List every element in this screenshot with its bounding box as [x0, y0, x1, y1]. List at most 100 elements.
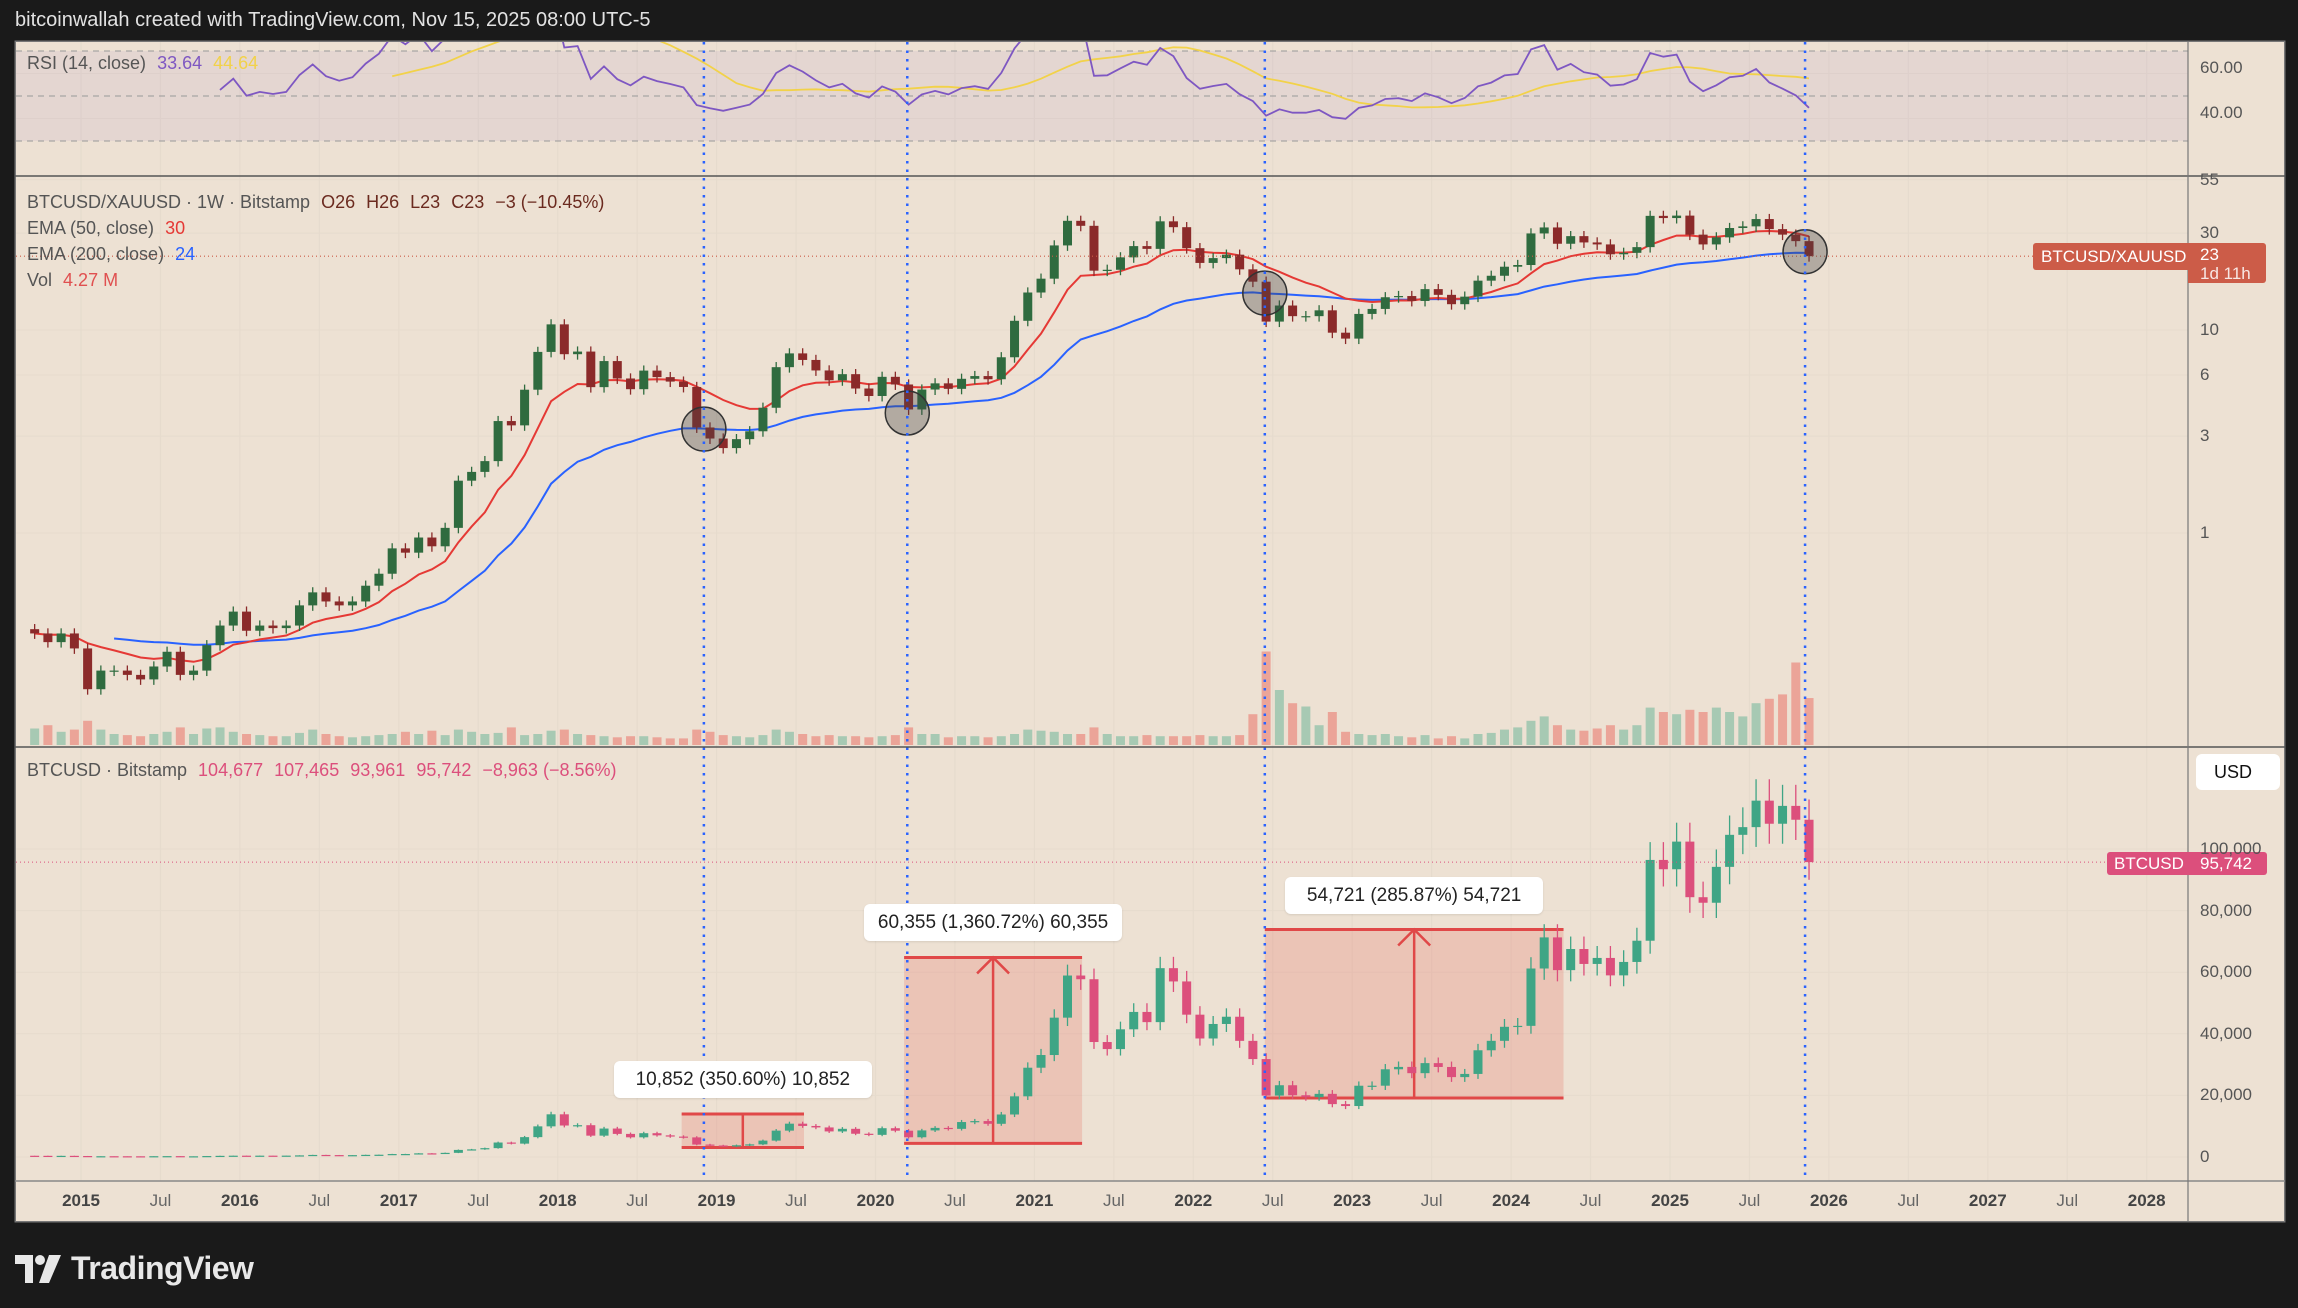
volume-bar — [294, 732, 304, 745]
volume-bar — [281, 736, 291, 745]
btc-axis-label: 60,000 — [2200, 962, 2252, 982]
time-axis-label: Jul — [149, 1191, 172, 1210]
ratio-candle — [1314, 310, 1324, 317]
volume-bar — [573, 734, 583, 745]
btc-candle — [784, 1123, 794, 1131]
ratio-candle — [1274, 305, 1284, 322]
ratio-high: H26 — [366, 192, 400, 212]
btc-candle — [1367, 1085, 1377, 1087]
rsi-band-fill — [16, 51, 2188, 141]
ratio-low: L23 — [410, 192, 441, 212]
ratio-legend-row: BTCUSD/XAUUSD · 1W · Bitstamp O26 H26 L2… — [27, 189, 610, 215]
btc-candle — [1142, 1011, 1152, 1023]
btc-candle — [96, 1156, 106, 1158]
btc-candle — [228, 1155, 238, 1157]
volume-bar — [1804, 698, 1814, 745]
tradingview-logo-icon — [15, 1254, 61, 1283]
btc-candle — [1539, 937, 1549, 969]
volume-bar — [1473, 734, 1483, 745]
btc-candle — [692, 1137, 702, 1145]
ratio-candle — [1168, 221, 1178, 228]
btc-candle — [1168, 968, 1178, 982]
rsi-legend-label: RSI (14, close) — [27, 53, 147, 73]
volume-bar — [1460, 738, 1470, 745]
btc-high: 107,465 — [274, 760, 340, 780]
ratio-candle — [1407, 296, 1417, 301]
volume-bar — [334, 736, 344, 745]
volume-bar — [1327, 712, 1337, 745]
ratio-candle — [957, 378, 967, 389]
ratio-candle — [626, 378, 636, 390]
btc-candle — [321, 1154, 331, 1157]
ratio-candle — [520, 389, 530, 426]
volume-bar — [1433, 738, 1443, 745]
tradingview-logo-text: TradingView — [71, 1250, 254, 1286]
volume-bar — [1552, 725, 1562, 745]
ratio-candle — [1486, 275, 1496, 281]
btc-open: 104,677 — [198, 760, 264, 780]
rsi-legend[interactable]: RSI (14, close) 33.64 44.64 — [27, 53, 264, 74]
ratio-candle — [811, 359, 821, 371]
ratio-candle — [427, 537, 437, 547]
btc-candle — [1155, 968, 1165, 1023]
btc-legend[interactable]: BTCUSD · Bitstamp 104,677 107,465 93,961… — [27, 760, 623, 781]
ratio-candle — [162, 651, 172, 667]
ratio-candle — [1433, 289, 1443, 295]
volume-bar — [559, 729, 569, 745]
ratio-candle — [294, 605, 304, 626]
time-axis-label: Jul — [1738, 1191, 1761, 1210]
ratio-candle — [1023, 292, 1033, 321]
chart-attribution: bitcoinwallah created with TradingView.c… — [15, 9, 651, 31]
ratio-legend[interactable]: BTCUSD/XAUUSD · 1W · Bitstamp O26 H26 L2… — [27, 189, 610, 293]
ratio-candle — [136, 674, 146, 680]
measurement-label: 60,355 (1,360.72%) 60,355 — [864, 904, 1123, 942]
ratio-candle — [1089, 225, 1099, 271]
btc-last-price-badge: 95,742 — [2188, 852, 2267, 875]
tradingview-logo[interactable]: TradingView — [15, 1250, 254, 1287]
ratio-candle — [652, 370, 662, 378]
ratio-candle — [1672, 215, 1682, 219]
btc-candle — [1778, 805, 1788, 824]
btc-candle — [480, 1148, 490, 1150]
chart-panel[interactable] — [15, 41, 2285, 1222]
volume-bar — [983, 737, 993, 745]
ratio-close: C23 — [451, 192, 485, 212]
ratio-candle — [1447, 294, 1457, 305]
btc-candle — [678, 1136, 688, 1138]
ratio-candle — [1751, 219, 1761, 227]
btc-candle — [771, 1130, 781, 1141]
ratio-candle — [1367, 308, 1377, 314]
volume-bar — [1420, 735, 1430, 745]
btc-candle — [1115, 1029, 1125, 1050]
volume-bar — [1380, 734, 1390, 745]
ratio-candle — [400, 548, 410, 553]
volume-bar — [414, 734, 424, 745]
btc-candle — [731, 1145, 741, 1147]
volume-bar — [440, 735, 450, 745]
volume-bar — [1711, 707, 1721, 745]
ratio-candle — [1129, 246, 1139, 258]
ratio-symbol: BTCUSD/XAUUSD · 1W · Bitstamp — [27, 192, 311, 212]
ratio-candle — [255, 625, 265, 631]
ratio-candle — [851, 374, 861, 389]
ratio-pane — [16, 210, 2033, 745]
volume-bar — [1248, 714, 1258, 745]
ratio-candle — [1791, 234, 1801, 242]
ratio-candle — [1221, 254, 1231, 259]
ratio-axis-label: 30 — [2200, 223, 2219, 243]
currency-button[interactable]: USD — [2196, 754, 2280, 790]
volume-bar — [705, 731, 715, 745]
btc-candle — [626, 1133, 636, 1138]
highlight-circle — [1782, 228, 1828, 275]
btc-candle — [851, 1128, 861, 1134]
ratio-candle — [308, 592, 318, 606]
ratio-candle — [1182, 227, 1192, 249]
volume-bar — [321, 734, 331, 745]
volume-bar — [1261, 651, 1271, 745]
volume-label: Vol — [27, 270, 53, 290]
btc-candle — [877, 1128, 887, 1135]
btc-candle — [202, 1156, 212, 1158]
ratio-candle — [692, 386, 702, 428]
btc-candle — [1010, 1096, 1020, 1115]
